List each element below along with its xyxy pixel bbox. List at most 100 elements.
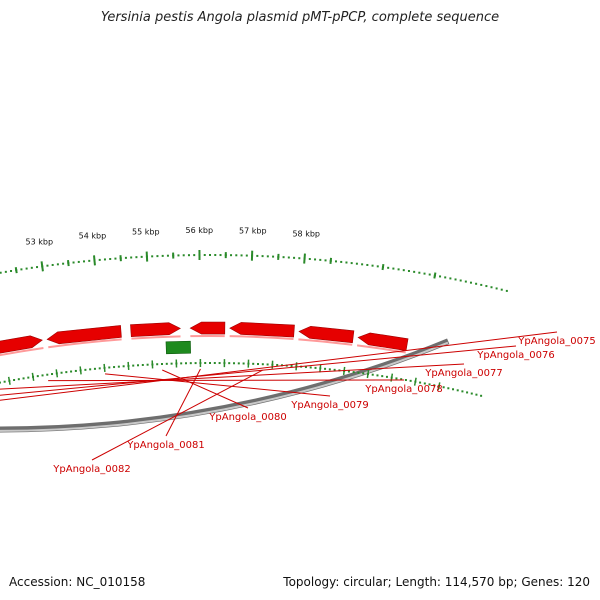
scale-dot <box>30 266 33 269</box>
scale-dot <box>428 273 431 276</box>
topology-summary: Topology: circular; Length: 114,570 bp; … <box>283 575 590 589</box>
gene-label-ypangola_0079: YpAngola_0079 <box>290 400 368 411</box>
scale-dot <box>41 374 44 377</box>
tick-label-58kbp: 58 kbp <box>292 230 320 239</box>
scale-dot <box>314 258 317 261</box>
scale-dot <box>256 254 259 257</box>
map-title: Yersinia pestis Angola plasmid pMT-pPCP,… <box>100 10 500 25</box>
scale-dot <box>418 271 421 274</box>
inner-tick <box>103 363 106 372</box>
gene-track <box>0 321 409 357</box>
scale-dot <box>209 254 211 256</box>
scale-dot <box>409 379 412 382</box>
scale-dot <box>177 254 180 257</box>
tick-label-53kbp: 53 kbp <box>26 238 54 247</box>
scale-dot <box>109 258 112 261</box>
scale-dot <box>62 262 65 265</box>
leader-line <box>162 369 249 409</box>
minor-tick <box>433 272 437 279</box>
gene-label-ypangola_0075: YpAngola_0075 <box>517 336 595 347</box>
scale-dot <box>108 366 111 369</box>
scale-dot <box>290 364 293 367</box>
scale-dot <box>308 258 311 261</box>
forward-gene-arrow <box>46 325 122 345</box>
scale-dot <box>56 263 59 266</box>
scale-dot <box>252 362 255 365</box>
scale-dot <box>166 254 169 257</box>
scale-dot <box>17 378 20 381</box>
minor-tick <box>381 263 385 271</box>
scale-dot <box>452 388 455 391</box>
scale-dot <box>447 387 450 390</box>
scale-dot <box>182 254 185 257</box>
scale-dot <box>423 272 426 275</box>
tick-label-55kbp: 55 kbp <box>132 228 160 237</box>
scale-dot <box>347 370 350 373</box>
minor-tick <box>329 257 333 264</box>
scale-dot <box>70 370 73 373</box>
gene-label-ypangola_0078: YpAngola_0078 <box>364 384 442 395</box>
scale-dot <box>362 372 365 375</box>
scale-dot <box>25 267 28 270</box>
leader-line <box>91 369 263 461</box>
scale-dot <box>213 362 216 365</box>
scale-dot <box>490 286 493 289</box>
scale-dot <box>381 375 384 378</box>
scale-dot <box>461 390 464 393</box>
scale-dot <box>141 363 144 366</box>
scale-dot <box>36 266 39 269</box>
scale-dot <box>333 368 336 371</box>
scale-dot <box>27 376 30 379</box>
scale-dot <box>60 371 63 374</box>
scale-dot <box>413 270 416 273</box>
scale-dot <box>439 275 442 278</box>
scale-dot <box>4 270 7 273</box>
inner-tick <box>366 369 370 379</box>
scale-dot <box>204 362 207 365</box>
inner-tick <box>7 376 11 385</box>
plasmid-backbone <box>0 338 450 433</box>
scale-dot <box>103 258 106 261</box>
scale-dot <box>495 287 498 290</box>
inner-tick <box>79 366 82 375</box>
leader-line <box>0 331 558 401</box>
scale-dot <box>46 373 49 376</box>
leader-line <box>48 379 405 382</box>
scale-dot <box>309 366 312 369</box>
inner-tick <box>413 377 417 386</box>
scale-dot <box>98 367 101 370</box>
gene-labels: YpAngola_0075 YpAngola_0076 YpAngola_0077 Y… <box>52 336 595 475</box>
scale-dot <box>480 394 483 397</box>
scale-dot <box>83 260 86 263</box>
scale-dot <box>475 282 478 285</box>
scale-dot <box>146 363 149 366</box>
scale-dot <box>376 265 379 268</box>
scale-dot <box>89 368 92 371</box>
inner-tick <box>319 364 322 373</box>
scale-dot <box>345 261 348 264</box>
forward-gene-arrow-shade <box>229 335 294 340</box>
scale-dot <box>140 255 143 258</box>
scale-dot <box>240 254 243 257</box>
scale-dot <box>371 264 374 267</box>
scale-dot <box>334 260 337 263</box>
forward-gene-arrow-shade <box>0 346 44 357</box>
scale-dot <box>235 254 238 257</box>
forward-gene-arrow-shade <box>298 338 353 346</box>
tick-label-56kbp: 56 kbp <box>186 226 214 235</box>
scale-dot <box>0 271 2 274</box>
scale-dot <box>366 263 369 266</box>
scale-dot <box>233 362 236 365</box>
scale-dot <box>65 371 68 374</box>
gene-label-ypangola_0081: YpAngola_0081 <box>126 440 204 451</box>
scale-dot <box>122 365 125 368</box>
scale-dot <box>376 374 379 377</box>
scale-dot <box>466 391 469 394</box>
scale-dot <box>444 276 447 279</box>
scale-dot <box>475 393 478 396</box>
scale-dot <box>117 365 120 368</box>
scale-dot <box>218 362 221 365</box>
scale-dot <box>184 362 187 365</box>
